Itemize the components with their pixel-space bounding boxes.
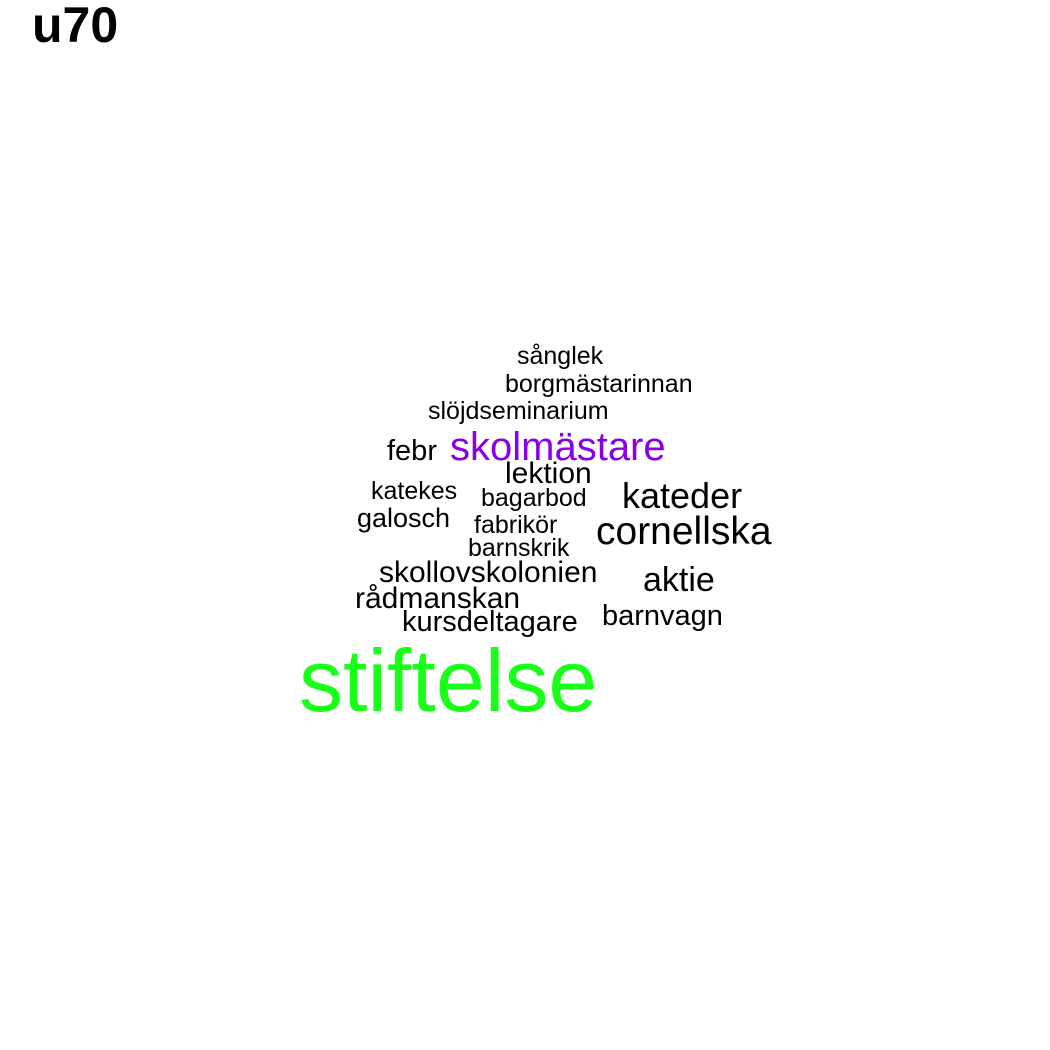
word-borgmastarinnan: borgmästarinnan <box>505 370 693 398</box>
word-kateder: kateder <box>622 475 743 516</box>
word-lektion: lektion <box>505 457 592 490</box>
word-sanglek: sånglek <box>517 342 604 370</box>
word-fabrikor: fabrikör <box>474 511 558 539</box>
word-barnskrik: barnskrik <box>468 534 570 562</box>
word-galosch: galosch <box>357 503 451 533</box>
word-stiftelse: stiftelse <box>299 631 598 730</box>
word-kursdeltagare: kursdeltagare <box>402 606 578 638</box>
word-slojdseminarium: slöjdseminarium <box>428 397 609 425</box>
word-aktie: aktie <box>643 561 715 599</box>
word-bagarbod: bagarbod <box>481 484 587 512</box>
word-barnvagn: barnvagn <box>602 600 723 632</box>
word-skolmastare: skolmästare <box>450 425 666 469</box>
word-cornellska: cornellska <box>596 510 772 553</box>
word-febr: febr <box>387 435 437 467</box>
word-skollovskolonien: skollovskolonien <box>379 556 598 589</box>
word-radmanskan: rådmanskan <box>355 582 521 615</box>
page-title: u70 <box>32 0 119 53</box>
word-katekes: katekes <box>371 477 458 505</box>
